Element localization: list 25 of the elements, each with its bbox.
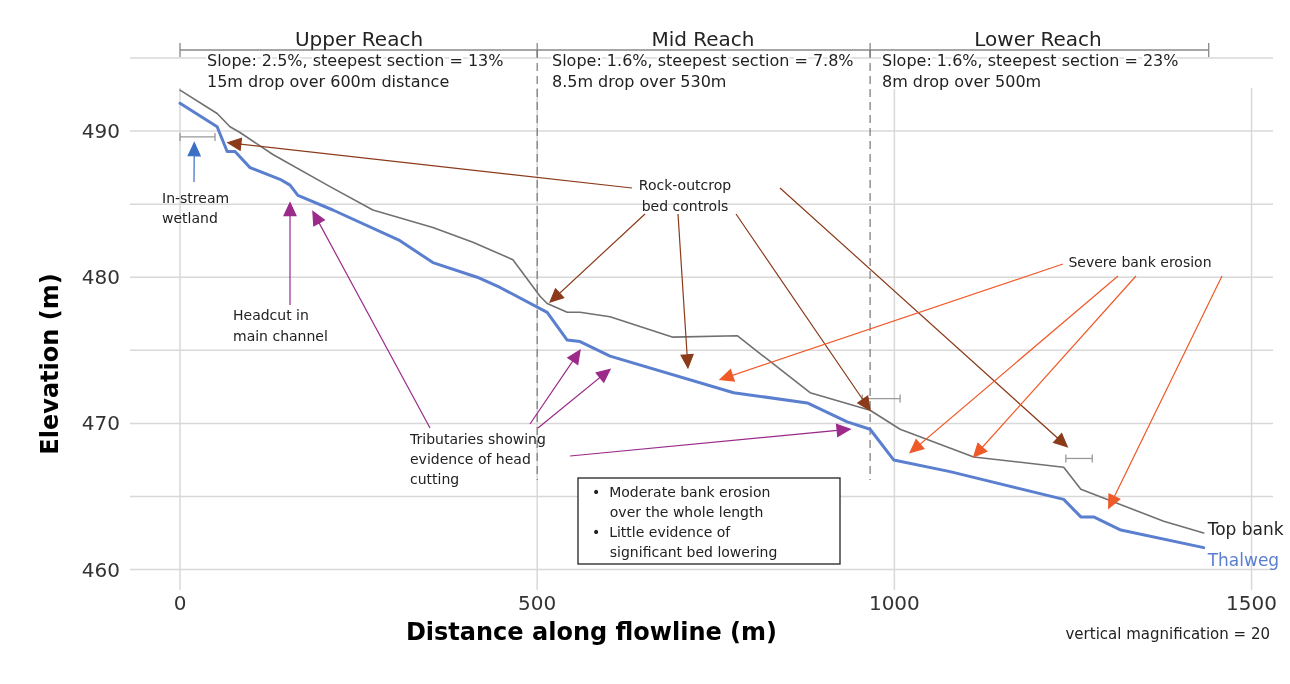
x-tick-label: 0 [173,591,187,615]
text: vertical magnification = 20 [1065,625,1270,643]
y-tick-label: 460 [81,557,120,582]
series-label: Thalweg [1206,549,1280,570]
x-axis-title: Distance along flowline (m) [405,618,778,646]
text: Lower Reach [974,27,1102,51]
y-tick-label: 480 [81,265,120,290]
annotation: • Moderate bank erosion over the whole length • Little evidence of significant bed lowering [592,484,778,560]
text: Upper Reach [294,27,424,51]
y-axis-title: Elevation (m) [36,273,64,455]
x-tick-label: 1000 [868,591,920,615]
annotation: Slope: 1.6%, steepest section = 23% 8m drop over 500m [882,51,1179,91]
text: Mid Reach [651,27,755,51]
annotation: Slope: 1.6%, steepest section = 7.8% 8.5m drop over 530m [552,51,854,91]
annotation: Headcut in main channel [233,307,328,344]
x-tick-label: 500 [518,591,557,615]
annotation: In-stream wetland [162,190,230,226]
y-tick-label: 470 [81,411,120,436]
y-tick-label: 490 [81,119,120,144]
annotation: Severe bank erosion [1068,254,1212,270]
annotation: Rock-outcrop bed controls [638,177,732,214]
x-tick-label: 1500 [1226,591,1278,615]
annotation: Slope: 2.5%, steepest section = 13% 15m drop over 600m distance [207,51,504,91]
annotation: Tributaries showing evidence of head cutting [409,431,546,487]
series-label: Top bank [1206,519,1284,539]
